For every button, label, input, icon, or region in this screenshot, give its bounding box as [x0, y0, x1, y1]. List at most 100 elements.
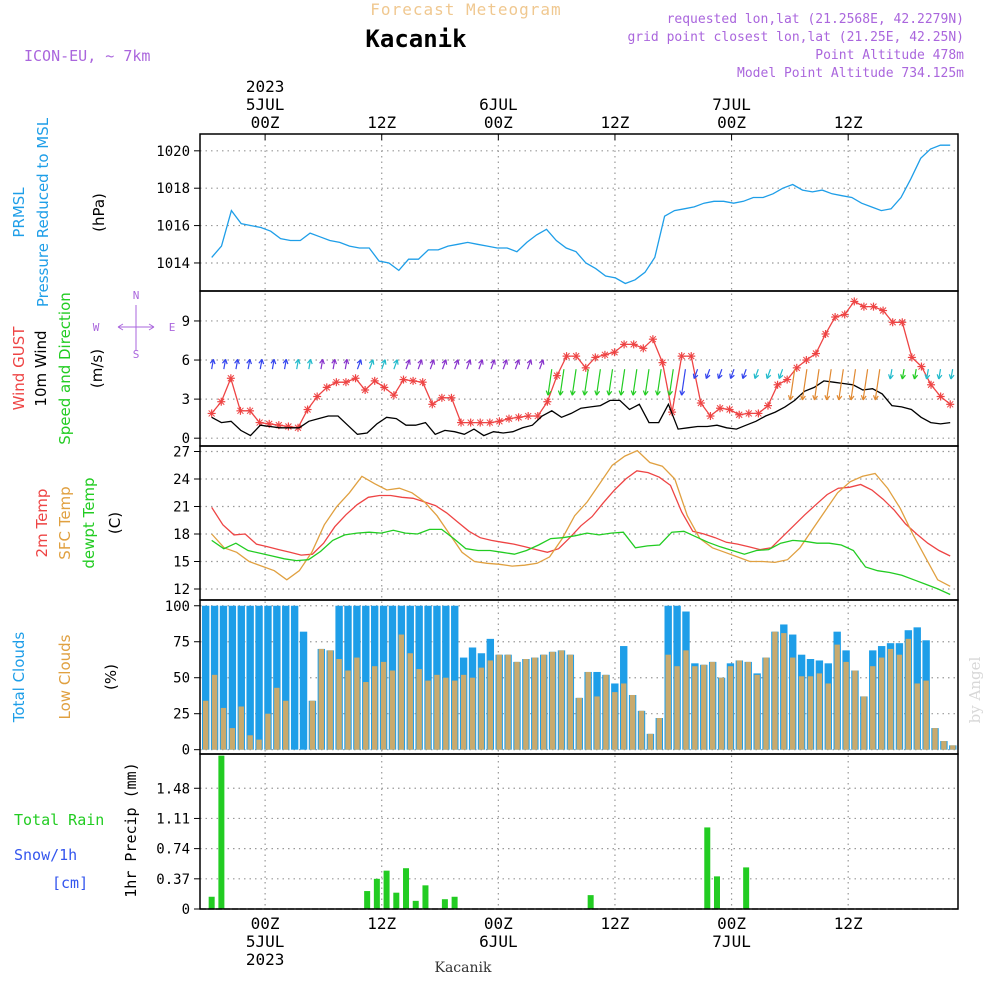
wind-arrow	[490, 359, 496, 370]
bar-low-clouds	[469, 677, 476, 750]
gust-marker-d2	[918, 363, 925, 370]
bar-total-rain	[412, 900, 419, 909]
compass-w: W	[93, 321, 100, 334]
axis-label: dewpt Temp	[80, 477, 98, 568]
wind-arrow-shaft	[874, 369, 881, 401]
wind-arrow	[836, 369, 844, 401]
bar-low-clouds	[256, 739, 262, 750]
axis-label: Speed and Direction	[56, 292, 74, 445]
bar-low-clouds	[754, 674, 760, 750]
wind-arrow	[209, 358, 216, 370]
wind-arrow-shaft	[502, 359, 508, 370]
gust-marker	[313, 392, 322, 401]
bar-low-clouds	[745, 661, 751, 750]
gust-marker-d2	[764, 402, 772, 409]
gust-marker-d2	[937, 393, 944, 400]
wind-arrow-head	[294, 358, 301, 365]
wind-arrow-head	[234, 358, 240, 365]
gust-marker-d2	[879, 307, 887, 314]
y-tick-label: 27	[173, 445, 190, 461]
gust-marker	[629, 340, 638, 349]
bar-low-clouds	[870, 666, 876, 750]
gust-marker	[927, 380, 936, 389]
bar-total-clouds	[424, 605, 432, 750]
bar-total-rain	[743, 867, 750, 909]
wind-arrow-head	[209, 358, 216, 365]
gust-marker	[744, 409, 753, 418]
bar-low-clouds	[265, 713, 271, 750]
bar-low-clouds	[220, 707, 227, 750]
gust-marker	[677, 352, 686, 361]
bar-low-clouds	[932, 728, 938, 750]
axis-label: (C)	[106, 512, 124, 534]
gust-marker-d2	[850, 298, 858, 305]
bar-total-rain	[364, 891, 371, 909]
bar-low-clouds	[443, 677, 449, 750]
gust-marker	[485, 418, 494, 427]
wind-arrow-head	[545, 390, 552, 396]
axis-label: Total Rain	[14, 811, 104, 829]
wind-arrow	[800, 369, 808, 401]
wind-arrow-head	[526, 359, 533, 365]
wind-arrow-head	[331, 358, 338, 365]
wind-arrow	[306, 358, 313, 370]
panel-2: 12 15 18 21 24 27 2m Temp SFC Temp dewpt Temp (C)	[33, 445, 959, 601]
bar-total-clouds	[237, 605, 245, 750]
bar-total-rain	[403, 868, 410, 909]
wind-arrow-shaft	[441, 359, 447, 370]
series-line-prmsl	[211, 144, 951, 285]
wind-arrow	[368, 359, 375, 370]
bar-total-rain	[393, 892, 400, 909]
bottom-time-label: 12Z	[834, 914, 863, 933]
top-time-label: 5JUL	[246, 95, 285, 114]
bar-low-clouds	[905, 638, 912, 750]
bar-low-clouds	[878, 657, 885, 750]
bar-low-clouds	[692, 666, 698, 750]
gust-marker-d2	[946, 400, 954, 408]
bottom-time-label: 7JUL	[712, 932, 751, 951]
bar-low-clouds	[389, 670, 396, 750]
axis-label: 1hr Precip (mm)	[122, 762, 140, 897]
wind-arrow	[606, 369, 614, 396]
bar-low-clouds	[229, 728, 236, 750]
gust-marker	[226, 374, 235, 383]
gust-marker-d2	[735, 411, 743, 419]
bar-low-clouds	[238, 706, 244, 750]
wind-arrow	[692, 368, 699, 379]
wind-arrow-shaft	[950, 369, 954, 380]
wind-arrow-head	[800, 395, 806, 401]
gust-marker-d2	[352, 374, 359, 382]
gust-marker-d2	[822, 330, 829, 338]
gust-marker	[533, 412, 542, 421]
bar-low-clouds	[496, 654, 502, 750]
gust-marker	[735, 410, 744, 419]
top-time-label: 6JUL	[479, 95, 518, 114]
wind-arrow	[538, 359, 545, 370]
gust-marker	[591, 353, 600, 362]
bottom-time-label: 00Z	[484, 914, 513, 933]
gust-marker-d2	[544, 398, 551, 406]
wind-arrow-head	[319, 358, 325, 365]
gust-marker	[409, 376, 418, 385]
y-tick-label: 0	[182, 431, 190, 447]
bar-low-clouds	[363, 682, 369, 750]
bar-total-rain	[587, 895, 594, 909]
wind-arrow-head	[514, 359, 521, 365]
bar-low-clouds	[772, 631, 778, 750]
gust-marker-d2	[553, 372, 561, 380]
wind-arrow	[618, 369, 626, 396]
gust-marker-d2	[371, 377, 379, 385]
bar-low-clouds	[763, 657, 769, 750]
gust-marker	[821, 329, 830, 338]
wind-arrow-shaft	[478, 359, 483, 370]
axis-label: Pressure Reduced to MSL	[34, 117, 52, 307]
wind-arrow	[429, 359, 436, 370]
gust-marker	[879, 306, 888, 315]
wind-arrow	[514, 359, 521, 370]
bar-low-clouds	[736, 660, 743, 750]
wind-arrow-head	[282, 358, 289, 365]
wind-arrow	[319, 358, 325, 370]
bar-low-clouds	[585, 671, 591, 750]
axis-label: 10m Wind	[32, 330, 50, 406]
